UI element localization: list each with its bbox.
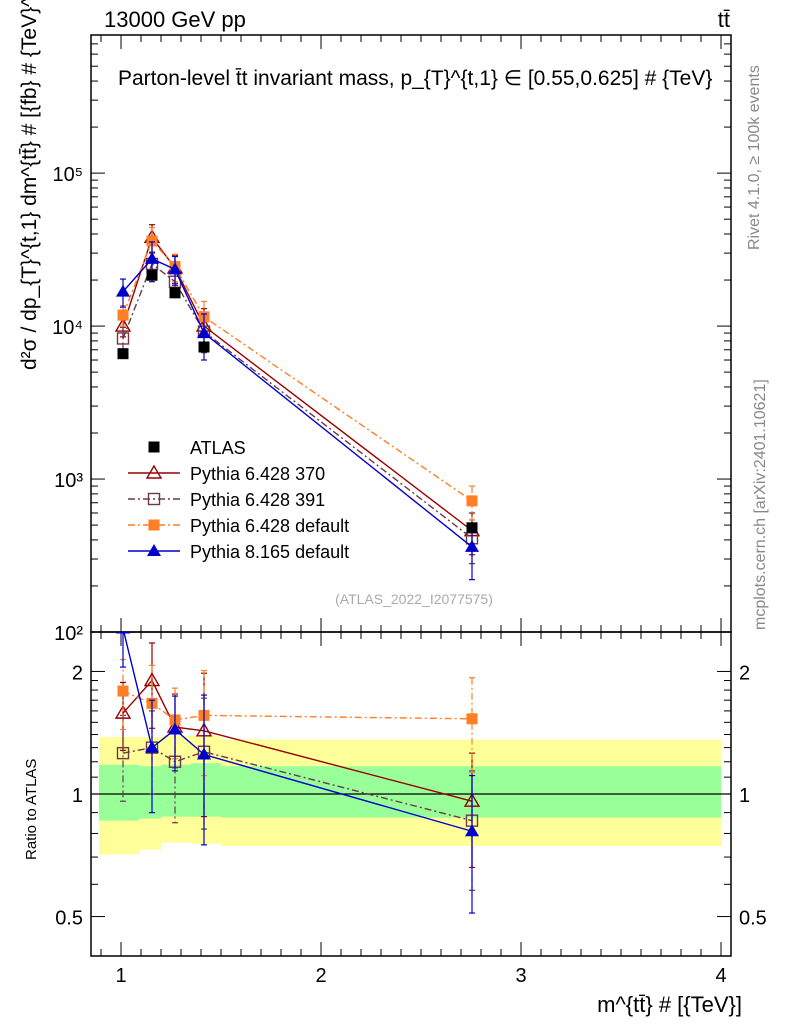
axis-tick-labels: 10² 10³ 10⁴ 10⁵ 0.5 0.5 1 1 2 2 1 2 3 4: [52, 164, 767, 987]
ratio-pythia6-391-point: [116, 746, 130, 760]
legend-marker-pythia6-default: [148, 519, 160, 531]
band-green-1: [139, 766, 161, 819]
mcplots-label: mcplots.cern.ch [arXiv:2401.10621]: [752, 379, 769, 630]
ratio-y-axis-label: Ratio to ATLAS: [23, 759, 40, 860]
pythia8-default-point: [197, 326, 211, 339]
y-tick-label: 10⁴: [52, 317, 83, 339]
atlas-point: [198, 341, 210, 353]
main-plot-frame: [90, 34, 732, 633]
legend-label-pythia8-default: Pythia 8.165 default: [190, 542, 349, 562]
y-tick-label: 10⁵: [52, 164, 83, 186]
ratio-pythia8-default-point: [145, 740, 159, 753]
y-axis-label: d²σ / dp_{T}^{t,1} dm^{tt̄} # [{fb} # {T…: [18, 0, 41, 370]
atlas-point: [146, 269, 158, 281]
x-tick-label: 3: [515, 965, 526, 987]
x-axis-label: m^{tt̄} # [{TeV}]: [597, 992, 742, 1017]
process-label: tt̄: [718, 7, 730, 32]
x-tick-label: 4: [715, 965, 726, 987]
legend-marker-pythia6-391: [147, 492, 161, 506]
chart-title: Parton-level t̄t invariant mass, p_{T}^{…: [118, 67, 712, 90]
band-green-0: [99, 764, 139, 821]
collision-label: 13000 GeV pp: [104, 7, 246, 32]
ratio-pythia8-default-point: [116, 632, 130, 634]
pythia8-default-point: [145, 251, 159, 264]
pythia6-391-point: [116, 332, 130, 345]
pythia8-default-point: [116, 284, 130, 297]
band-green-4: [221, 766, 721, 818]
legend-label-pythia6-370: Pythia 6.428 370: [190, 464, 325, 484]
pythia6-default-point: [466, 495, 478, 507]
ratio-y-tick-label-left: 2: [72, 662, 83, 684]
ratio-pythia6-default-point: [466, 713, 478, 725]
y-tick-label: 10²: [54, 623, 83, 645]
legend-label-atlas: ATLAS: [190, 438, 246, 458]
ratio-uncertainty-bands: [99, 735, 721, 855]
legend-marker-pythia8-default: [147, 544, 161, 556]
analysis-watermark: (ATLAS_2022_I2077575): [335, 591, 493, 607]
ratio-y-tick-label-right: 2: [739, 662, 750, 684]
atlas-point: [117, 348, 129, 360]
ratio-series-group: [114, 632, 481, 914]
rivet-version-label: Rivet 4.1.0, ≥ 100k events: [746, 65, 763, 250]
pythia6-default-line: [122, 239, 473, 502]
legend-label-pythia6-391: Pythia 6.428 391: [190, 490, 325, 510]
band-green-2: [161, 764, 191, 817]
ratio-y-tick-label-right: 1: [739, 785, 750, 807]
pythia6-default-point: [117, 309, 129, 321]
ratio-pythia6-default-point: [117, 685, 129, 697]
pythia8-default-point: [168, 262, 182, 275]
axis-ticks: [91, 34, 731, 956]
pythia8-default-point: [465, 539, 479, 552]
x-tick-label: 1: [115, 965, 126, 987]
ratio-pythia8-default-point: [465, 824, 479, 837]
ratio-y-tick-label-left: 0.5: [55, 908, 83, 930]
ratio-pythia8-default-point: [197, 747, 211, 760]
band-green-3: [191, 763, 221, 817]
legend-marker-atlas: [148, 441, 160, 453]
ratio-y-tick-label-right: 0.5: [739, 908, 767, 930]
ratio-pythia8-default-point: [168, 722, 182, 735]
legend-label-pythia6-default: Pythia 6.428 default: [190, 516, 349, 536]
pythia6-default-point: [146, 235, 158, 247]
atlas-point: [169, 287, 181, 299]
atlas-point: [466, 522, 478, 534]
legend: ATLAS Pythia 6.428 370 Pythia 6.428 391 Pyt…: [128, 438, 349, 562]
y-tick-label: 10³: [54, 470, 83, 492]
main-series-group: [114, 224, 481, 581]
ratio-y-tick-label-left: 1: [72, 785, 83, 807]
legend-marker-pythia6-370: [145, 464, 163, 479]
x-tick-label: 2: [315, 965, 326, 987]
ratio-pythia6-default-line: [122, 690, 473, 721]
